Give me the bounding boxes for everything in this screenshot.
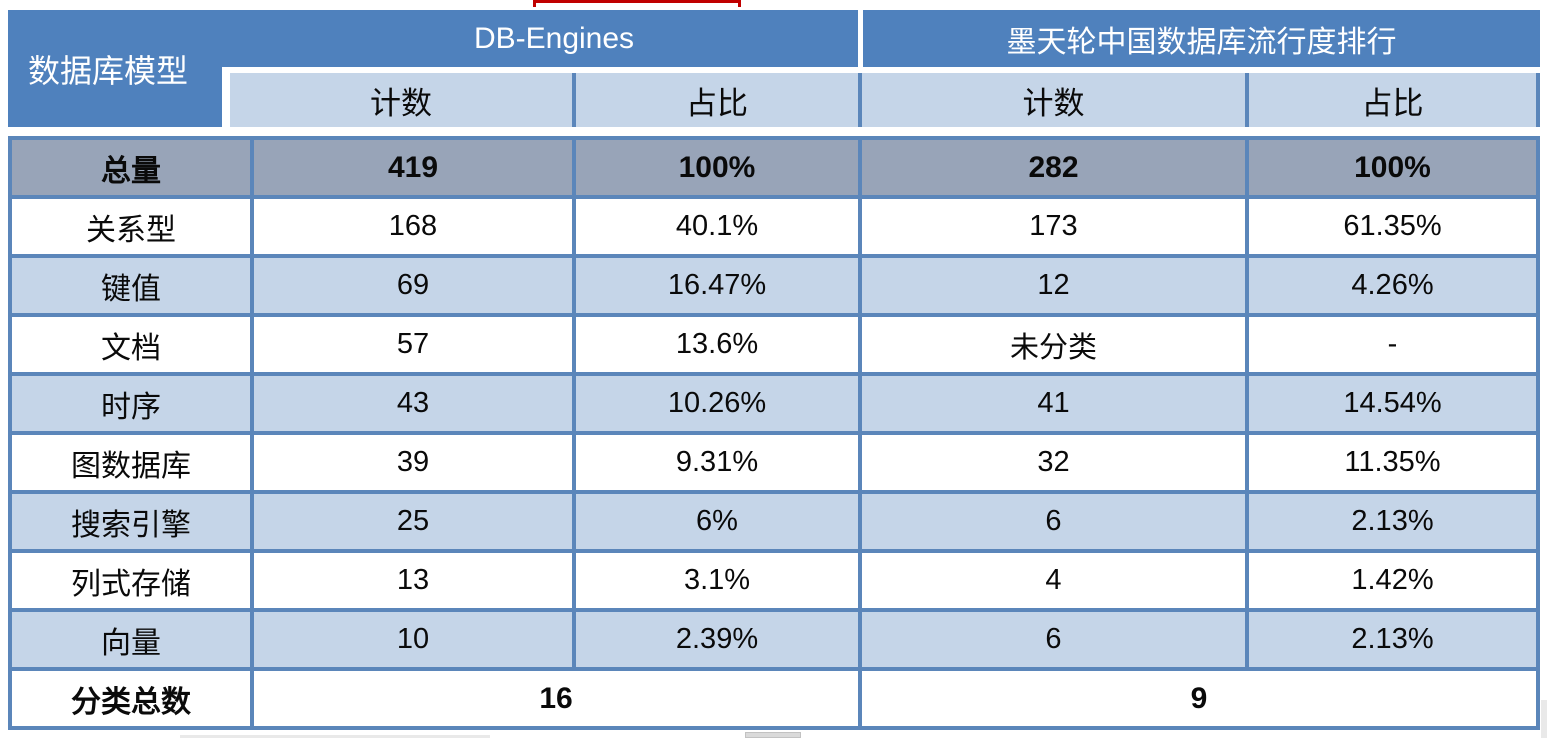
value-cell-percent-motianlun: 4.26% <box>1245 254 1540 313</box>
red-underline-artifact <box>533 0 741 3</box>
value-cell-count-db-engines: 39 <box>250 431 572 490</box>
subheader-percent-motianlun: 占比 <box>1245 73 1540 127</box>
value-cell-count-motianlun: 173 <box>858 195 1245 254</box>
value-cell-count-db-engines: 43 <box>250 372 572 431</box>
value-cell-percent-db-engines: 6% <box>572 490 858 549</box>
row-label-cell: 列式存储 <box>8 549 250 608</box>
value-cell-count-motianlun: 4 <box>858 549 1245 608</box>
row-label-cell: 关系型 <box>8 195 250 254</box>
value-cell-percent-motianlun: 14.54% <box>1245 372 1540 431</box>
row-label-cell: 文档 <box>8 313 250 372</box>
row-label-cell: 总量 <box>8 136 250 195</box>
scrollbar-thumb-fragment[interactable] <box>745 732 801 738</box>
row-label-cell: 搜索引擎 <box>8 490 250 549</box>
value-cell-count-db-engines: 168 <box>250 195 572 254</box>
value-cell-percent-db-engines: 40.1% <box>572 195 858 254</box>
row-label-cell: 键值 <box>8 254 250 313</box>
group-header-motianlun: 墨天轮中国数据库流行度排行 <box>858 10 1540 67</box>
value-cell-count-db-engines: 69 <box>250 254 572 313</box>
value-cell-count-motianlun: 32 <box>858 431 1245 490</box>
value-cell-percent-db-engines: 10.26% <box>572 372 858 431</box>
value-cell-count-db-engines: 419 <box>250 136 572 195</box>
value-cell-count-motianlun: 282 <box>858 136 1245 195</box>
value-cell-percent-motianlun: 61.35% <box>1245 195 1540 254</box>
value-cell-percent-motianlun: 2.13% <box>1245 608 1540 667</box>
value-cell-percent-db-engines: 100% <box>572 136 858 195</box>
value-cell-percent-db-engines: 9.31% <box>572 431 858 490</box>
value-cell-count-motianlun: 41 <box>858 372 1245 431</box>
red-underline-tick-left <box>533 0 536 7</box>
corner-header-database-model: 数据库模型 <box>8 10 250 127</box>
scrollbar-track-fragment[interactable] <box>180 735 490 738</box>
row-label-cell: 向量 <box>8 608 250 667</box>
comparison-table: 数据库模型 DB-Engines 墨天轮中国数据库流行度排行 计数 占比 计数 … <box>8 10 1540 730</box>
value-cell-percent-motianlun: - <box>1245 313 1540 372</box>
value-cell-count-motianlun: 未分类 <box>858 313 1245 372</box>
value-cell-count-motianlun: 6 <box>858 608 1245 667</box>
value-cell-merged-motianlun: 9 <box>858 667 1540 730</box>
value-cell-percent-motianlun: 100% <box>1245 136 1540 195</box>
row-label-cell: 图数据库 <box>8 431 250 490</box>
value-cell-count-motianlun: 6 <box>858 490 1245 549</box>
value-cell-percent-motianlun: 11.35% <box>1245 431 1540 490</box>
header-gap <box>222 67 1540 73</box>
subheader-count-motianlun: 计数 <box>858 73 1245 127</box>
subheader-percent-db-engines: 占比 <box>572 73 858 127</box>
value-cell-count-db-engines: 57 <box>250 313 572 372</box>
value-cell-percent-motianlun: 1.42% <box>1245 549 1540 608</box>
right-scrollbar-fragment[interactable] <box>1541 700 1547 738</box>
row-label-cell: 分类总数 <box>8 667 250 730</box>
row-label-cell: 时序 <box>8 372 250 431</box>
value-cell-count-db-engines: 13 <box>250 549 572 608</box>
value-cell-merged-db-engines: 16 <box>250 667 858 730</box>
value-cell-percent-motianlun: 2.13% <box>1245 490 1540 549</box>
value-cell-percent-db-engines: 13.6% <box>572 313 858 372</box>
value-cell-count-motianlun: 12 <box>858 254 1245 313</box>
value-cell-count-db-engines: 10 <box>250 608 572 667</box>
value-cell-percent-db-engines: 16.47% <box>572 254 858 313</box>
value-cell-count-db-engines: 25 <box>250 490 572 549</box>
red-underline-tick-right <box>738 0 741 7</box>
group-header-db-engines: DB-Engines <box>250 10 858 67</box>
subheader-count-db-engines: 计数 <box>222 73 572 127</box>
value-cell-percent-db-engines: 2.39% <box>572 608 858 667</box>
value-cell-percent-db-engines: 3.1% <box>572 549 858 608</box>
